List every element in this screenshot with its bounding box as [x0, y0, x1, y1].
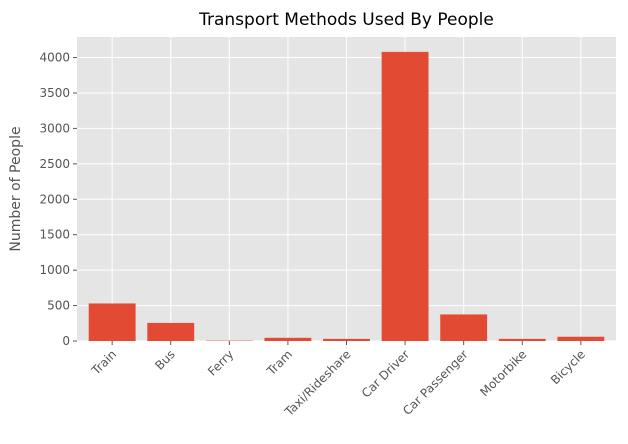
y-tick-label: 1500 — [39, 228, 70, 242]
y-tick-label: 4000 — [39, 51, 70, 65]
bar-taxi-rideshare — [323, 339, 370, 341]
x-tick-label: Motorbike — [477, 347, 529, 399]
chart-title: Transport Methods Used By People — [198, 10, 494, 30]
x-tick-label: Train — [88, 347, 119, 378]
bar-tram — [264, 338, 311, 341]
y-tick-label: 3500 — [39, 86, 70, 100]
x-tick-label: Bus — [152, 347, 178, 373]
bar-train — [89, 303, 136, 341]
y-tick-label: 3000 — [39, 121, 70, 135]
x-tick-label: Tram — [264, 347, 295, 378]
y-tick-label: 500 — [47, 299, 70, 313]
y-tick-label: 2500 — [39, 157, 70, 171]
y-tick-label: 1000 — [39, 263, 70, 277]
bar-bus — [147, 323, 194, 341]
y-tick-label: 0 — [62, 334, 70, 348]
x-tick-label: Car Driver — [359, 347, 412, 400]
bar-bicycle — [557, 337, 604, 341]
bar-car-passenger — [440, 314, 487, 341]
y-axis-ticks: 0 500 1000 1500 2000 2500 3000 3500 4000 — [39, 51, 77, 348]
y-axis-label: Number of People — [8, 126, 24, 251]
x-tick-label: Bicycle — [548, 347, 588, 387]
bar-motorbike — [499, 339, 546, 341]
x-tick-label: Ferry — [205, 347, 236, 378]
y-tick-label: 2000 — [39, 192, 70, 206]
bar-car-driver — [382, 52, 429, 341]
